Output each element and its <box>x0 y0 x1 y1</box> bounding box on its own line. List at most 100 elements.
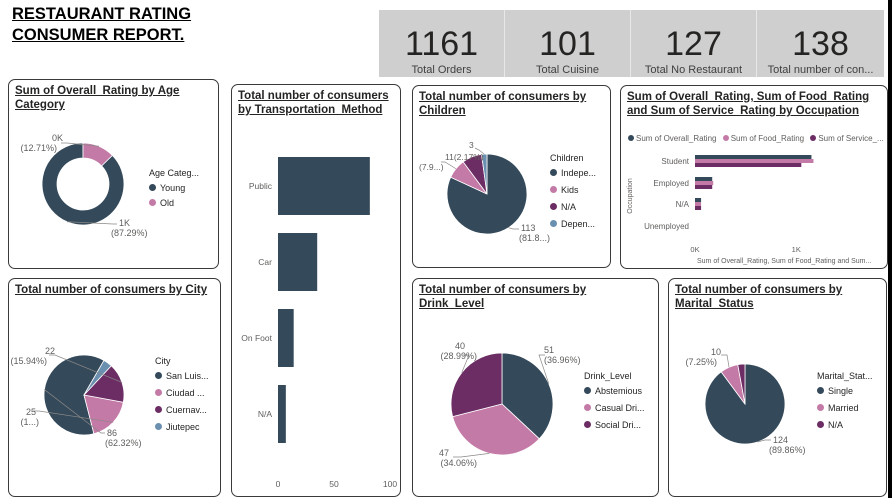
legend-swatch <box>817 387 824 394</box>
leader-line <box>757 439 771 443</box>
legend-swatch <box>149 199 156 206</box>
data-label: (62.32%) <box>105 438 142 448</box>
data-label: (87.29%) <box>111 228 148 238</box>
legend-item-na[interactable]: N/A <box>817 420 873 431</box>
kpi-total-orders[interactable]: 1161 Total Orders <box>379 10 504 77</box>
kpi-total-cuisine[interactable]: 101 Total Cuisine <box>505 10 630 77</box>
kpi-strip: 1161 Total Orders 101 Total Cuisine 127 … <box>379 10 884 77</box>
x-axis-title: Sum of Overall_Rating, Sum of Food_Ratin… <box>697 258 871 265</box>
leader-line <box>538 354 550 384</box>
data-label: 0K <box>52 133 63 143</box>
legend-item-ciudad[interactable]: Ciudad ... <box>155 388 209 399</box>
legend-item-san-luis[interactable]: San Luis... <box>155 371 209 382</box>
legend-swatch <box>722 135 729 141</box>
children-panel[interactable]: Total number of consumers by Children 11… <box>412 85 611 268</box>
y-axis-title: Occupation <box>627 178 634 214</box>
panel-title: Total number of consumers by Marital_Sta… <box>675 284 843 310</box>
report-title: RESTAURANT RATING CONSUMER REPORT. <box>12 5 192 44</box>
bar <box>695 155 812 159</box>
legend-label: Young <box>160 183 186 193</box>
legend-title: Children <box>550 153 584 163</box>
x-tick-label: 1K <box>792 245 801 254</box>
x-tick-label: 0K <box>690 245 699 254</box>
data-label: (81.8...) <box>519 233 550 243</box>
data-label: (28.99%) <box>440 351 477 361</box>
kpi-total-consumers[interactable]: 138 Total number of con... <box>757 10 884 77</box>
legend-label: Old <box>160 198 175 208</box>
legend-item-cuernavaca[interactable]: Cuernav... <box>155 405 209 416</box>
bar <box>695 202 702 206</box>
kpi-value: 127 <box>665 25 722 63</box>
legend-swatch <box>584 421 591 428</box>
data-label: 3 <box>469 140 474 150</box>
legend-item-overall[interactable]: Sum of Overall_Rating <box>628 134 716 143</box>
leader-line <box>61 142 99 147</box>
kpi-total-restaurants[interactable]: 127 Total No Restaurant <box>631 10 756 77</box>
legend-item-old[interactable]: Old <box>149 198 199 209</box>
transportation-panel[interactable]: Total number of consumers by Transportat… <box>231 84 401 497</box>
data-label: 25 <box>26 407 36 417</box>
drink-level-panel[interactable]: Total number of consumers by Drink_Level… <box>412 278 659 497</box>
page-edge <box>888 0 892 498</box>
pie-slice <box>452 403 540 456</box>
category-label: N/A <box>676 200 690 209</box>
legend-label: N/A <box>828 420 844 430</box>
data-label: (7.25%) <box>685 357 717 367</box>
legend-label: Casual Dri... <box>595 403 645 413</box>
legend-item-jiutepec[interactable]: Jiutepec <box>155 422 209 433</box>
leader-line <box>33 410 114 423</box>
legend-item-social[interactable]: Social Dri... <box>584 420 645 431</box>
legend-swatch <box>149 184 156 191</box>
legend-label: Sum of Overall_Rating <box>636 134 717 143</box>
marital-legend: Marital_Stat... Single Married N/A <box>817 371 873 435</box>
panel-title: Sum of Overall_Rating by Age Category <box>15 85 180 111</box>
legend-item-abstemious[interactable]: Abstemious <box>584 386 645 397</box>
legend-item-food[interactable]: Sum of Food_Rating <box>722 134 805 143</box>
legend-swatch <box>155 406 162 413</box>
kpi-label: Total Cuisine <box>536 64 599 76</box>
category-label: On Foot <box>241 333 272 343</box>
legend-item-service[interactable]: Sum of Service_... <box>810 134 884 143</box>
legend-item-casual[interactable]: Casual Dri... <box>584 403 645 414</box>
city-pie-chart: 86(62.32%) 25(1...) 22(15.94%) <box>10 346 142 448</box>
leader-line <box>474 147 485 155</box>
x-tick-label: 50 <box>329 479 339 489</box>
drink-level-pie-chart: 51(36.96%) 47(34.06%) 40(28.99%) <box>439 341 581 468</box>
legend-swatch <box>628 135 634 141</box>
legend-swatch <box>584 387 591 394</box>
legend-label: Abstemious <box>595 386 643 396</box>
legend-label: Sum of Food_Rating <box>730 134 805 143</box>
legend-item-young[interactable]: Young <box>149 183 199 194</box>
data-label: (1...) <box>20 417 39 427</box>
city-panel[interactable]: Total number of consumers by City 86 (62.… <box>8 278 221 497</box>
legend-item-single[interactable]: Single <box>817 386 873 397</box>
legend-item-kids[interactable]: Kids <box>550 185 596 196</box>
data-label: (7.9...) <box>419 162 444 172</box>
occupation-legend: Sum of Overall_Rating Sum of Food_Rating… <box>628 134 887 143</box>
legend-label: Ciudad ... <box>166 388 205 398</box>
x-tick-label: 0 <box>276 479 281 489</box>
category-label: Unemployed <box>644 222 689 231</box>
age-legend: Age Categ... Young Old <box>149 168 199 213</box>
occupation-panel[interactable]: Sum of Overall_Rating, Sum of Food_Ratin… <box>620 85 888 269</box>
legend-swatch <box>550 169 557 176</box>
data-label: (15.94%) <box>10 356 47 366</box>
panel-title: Total number of consumers by Drink_Level <box>419 284 587 310</box>
legend-item-married[interactable]: Married <box>817 403 873 414</box>
bar <box>695 185 713 189</box>
leader-line <box>44 389 105 434</box>
city-legend: City San Luis... Ciudad ... Cuernav... J… <box>155 356 209 437</box>
legend-title: Drink_Level <box>584 371 632 381</box>
children-legend: Children Indepe... Kids N/A Depen... <box>550 153 596 234</box>
marital-status-panel[interactable]: Total number of consumers by Marital_Sta… <box>668 278 887 497</box>
age-rating-panel[interactable]: Sum of Overall_Rating by Age Category 1K… <box>8 79 219 269</box>
data-label: (36.96%) <box>544 355 581 365</box>
legend-item-dependent[interactable]: Depen... <box>550 219 596 230</box>
data-label: 11(2.17%) <box>445 152 484 162</box>
kpi-label: Total No Restaurant <box>644 64 743 76</box>
legend-item-na[interactable]: N/A <box>550 202 596 213</box>
legend-label: Kids <box>561 185 579 195</box>
legend-item-independent[interactable]: Indepe... <box>550 168 596 179</box>
kpi-divider <box>756 10 757 77</box>
legend-swatch <box>550 203 557 210</box>
